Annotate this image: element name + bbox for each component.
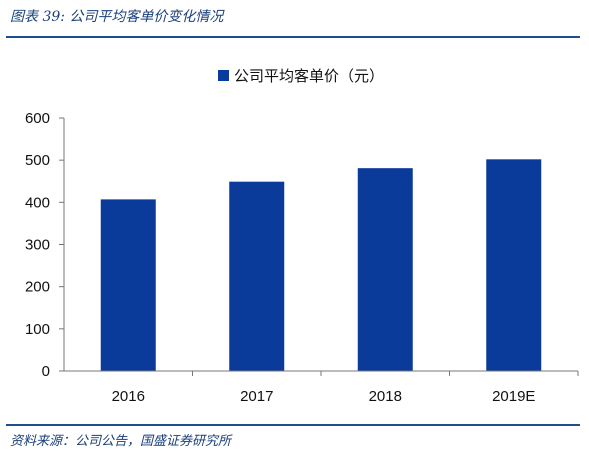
y-tick-label: 400: [25, 194, 50, 211]
x-axis: 2016 2017 2018 2019E: [112, 371, 579, 405]
top-rule: [6, 36, 580, 38]
x-tick-label: 2019E: [492, 388, 535, 405]
axes-lines: [63, 118, 578, 372]
y-tick-label: 500: [25, 152, 50, 169]
legend-swatch: [218, 70, 229, 81]
y-axis: 0 100 200 300 400 500 600: [25, 110, 64, 380]
bars: [100, 159, 542, 371]
y-tick-label: 100: [25, 321, 50, 338]
y-tick-label: 300: [25, 237, 50, 254]
bar: [100, 199, 156, 371]
x-tick-label: 2017: [240, 388, 273, 405]
figure-title: 图表 39: 公司平均客单价变化情况: [10, 9, 224, 25]
legend-label: 公司平均客单价（元）: [234, 67, 384, 85]
figure-source: 资料来源：公司公告，国盛证券研究所: [10, 434, 232, 449]
bar: [229, 181, 285, 371]
bar: [486, 159, 542, 371]
y-tick-label: 0: [42, 363, 50, 380]
x-tick-label: 2018: [369, 388, 402, 405]
bottom-rule: [6, 424, 580, 426]
chart-legend: 公司平均客单价（元）: [218, 67, 384, 85]
y-tick-label: 600: [25, 110, 50, 127]
y-tick-label: 200: [25, 279, 50, 296]
x-tick-label: 2016: [112, 388, 145, 405]
bar: [357, 168, 413, 371]
